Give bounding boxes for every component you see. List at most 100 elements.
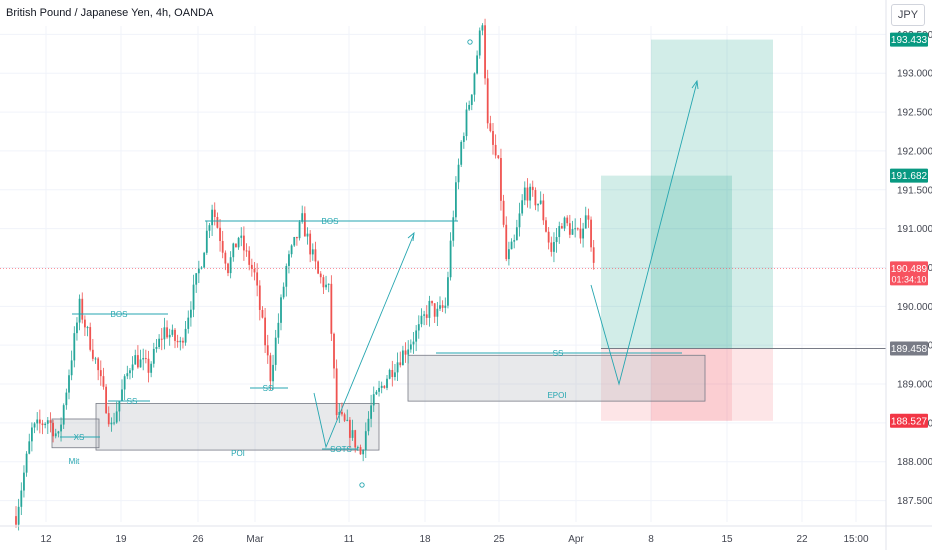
candle-down xyxy=(160,338,163,340)
candle-up xyxy=(113,422,115,424)
candle-up xyxy=(70,360,73,376)
y-tick-label: 189.000 xyxy=(897,380,932,391)
candle-down xyxy=(245,250,248,252)
candle-up xyxy=(537,203,539,206)
epoi-box xyxy=(407,354,706,402)
candle-down xyxy=(547,231,550,243)
y-tick-label: 192.000 xyxy=(897,146,932,157)
candle-down xyxy=(314,249,317,262)
projection-arrow-1 xyxy=(313,233,415,449)
candle-down xyxy=(253,268,256,273)
stop-price-tag: 188.527 xyxy=(891,416,928,427)
candle-up xyxy=(163,327,166,340)
candle-up xyxy=(36,419,39,424)
stop-zone-outer xyxy=(651,348,773,421)
mit-box xyxy=(51,418,100,449)
candle-up xyxy=(200,267,203,269)
candle-up xyxy=(129,370,131,374)
candle-down xyxy=(497,155,500,159)
candle-down xyxy=(354,430,357,448)
x-tick-label: 15:00 xyxy=(843,534,868,545)
candle-down xyxy=(264,317,266,346)
candle-down xyxy=(494,144,497,156)
candle-up xyxy=(468,104,471,110)
candle-down xyxy=(15,516,17,525)
candle-down xyxy=(404,350,407,355)
candle-down xyxy=(526,187,529,201)
candle-up xyxy=(515,227,518,241)
candle-up xyxy=(356,447,359,449)
candle-up xyxy=(192,284,195,310)
candle-up xyxy=(510,241,513,250)
currency-selector-button[interactable]: JPY xyxy=(891,4,925,26)
y-tick-label: 191.500 xyxy=(897,185,932,196)
x-tick-label: 22 xyxy=(796,534,808,545)
candle-up xyxy=(211,209,213,226)
candle-up xyxy=(462,136,465,142)
candle-up xyxy=(563,217,566,229)
candle-up xyxy=(423,314,425,316)
candles xyxy=(15,18,595,531)
candle-up xyxy=(237,237,240,248)
candle-up xyxy=(68,375,70,393)
candle-up xyxy=(372,394,375,406)
candle-down xyxy=(590,219,592,248)
y-tick-label: 187.500 xyxy=(897,496,932,507)
candle-down xyxy=(303,213,306,237)
candle-down xyxy=(534,190,537,206)
candle-down xyxy=(38,419,41,424)
candle-up xyxy=(452,217,455,241)
candle-up xyxy=(301,213,304,222)
candle-up xyxy=(553,242,555,252)
candle-down xyxy=(49,420,52,423)
candle-up xyxy=(240,235,243,238)
candle-up xyxy=(195,273,198,285)
candle-up xyxy=(417,324,420,331)
candle-up xyxy=(282,286,285,298)
candle-down xyxy=(41,423,44,426)
candle-up xyxy=(118,400,121,412)
x-tick-label: 26 xyxy=(192,534,204,545)
candle-down xyxy=(256,272,259,286)
candle-down xyxy=(248,250,251,265)
candle-up xyxy=(184,328,187,343)
candle-up xyxy=(33,423,36,428)
candle-up xyxy=(470,94,473,105)
candle-up xyxy=(327,283,330,285)
candle-up xyxy=(28,441,31,454)
candle-down xyxy=(258,285,261,310)
candle-up xyxy=(338,411,341,416)
candle-up xyxy=(298,221,301,239)
ss-mid-label: SS xyxy=(263,384,274,393)
high-marker xyxy=(467,39,473,45)
candle-up xyxy=(187,317,190,329)
candle-down xyxy=(330,283,333,334)
candle-up xyxy=(155,346,158,349)
candle-up xyxy=(388,369,391,379)
candle-up xyxy=(311,249,314,255)
target-price-tag: 193.433 xyxy=(891,35,928,46)
candle-up xyxy=(94,358,97,360)
candle-up xyxy=(60,424,62,432)
candle-up xyxy=(110,422,113,425)
x-tick-label: 25 xyxy=(493,534,505,545)
candle-up xyxy=(150,363,153,373)
candle-up xyxy=(126,373,129,377)
candle-up xyxy=(142,358,145,360)
low-marker xyxy=(359,482,365,488)
candle-up xyxy=(44,423,47,426)
candle-up xyxy=(386,378,388,388)
candle-up xyxy=(46,420,49,424)
candle-up xyxy=(134,355,137,365)
candle-up xyxy=(428,300,431,318)
candle-up xyxy=(362,450,365,455)
candle-up xyxy=(65,392,68,406)
candle-up xyxy=(171,329,174,335)
trade-zones xyxy=(0,39,886,451)
candle-up xyxy=(277,322,280,338)
candle-up xyxy=(31,427,33,442)
candle-down xyxy=(322,277,325,288)
candle-down xyxy=(84,319,86,328)
